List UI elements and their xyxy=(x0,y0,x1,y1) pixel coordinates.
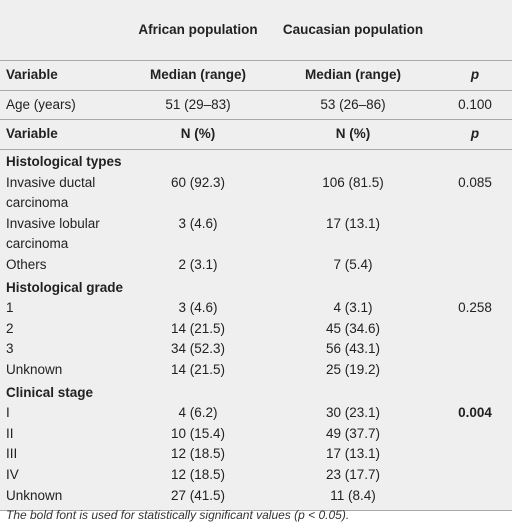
section-heading: Histological types xyxy=(6,154,122,169)
table-cell: IV xyxy=(6,466,19,482)
table-cell: 60 (92.3) xyxy=(170,174,226,190)
table-row: Others 2 (3.1) 7 (5.4) xyxy=(0,255,512,276)
table-cell xyxy=(438,319,512,340)
table-row: III 12 (18.5) 17 (13.1) xyxy=(0,444,512,465)
table-row: 3 34 (52.3) 56 (43.1) xyxy=(0,339,512,360)
table-row: Invasive lobular carcinoma 3 (4.6) 17 (13.… xyxy=(0,214,512,255)
table-cell xyxy=(0,0,128,61)
table-row: 2 14 (21.5) 45 (34.6) xyxy=(0,319,512,340)
table-cell: Unknown xyxy=(0,485,128,512)
table-cell: Median (range) xyxy=(128,60,268,91)
table-cell xyxy=(438,339,512,360)
table-cell: 0.100 xyxy=(438,90,512,120)
table-cell: Variable xyxy=(0,60,128,91)
table-cell xyxy=(438,465,512,486)
table-cell: 3 (4.6) xyxy=(178,215,218,231)
table-cell: 3 (4.6) xyxy=(178,300,218,316)
table-cell: 1 xyxy=(6,300,14,316)
table-cell: 56 (43.1) xyxy=(325,341,381,357)
table-cell xyxy=(438,485,512,512)
table-cell: 30 (23.1) xyxy=(325,405,381,421)
table-cell: p xyxy=(438,60,512,91)
table-cell: Median (range) xyxy=(268,60,438,91)
table-row: Invasive ductal carcinoma 60 (92.3) 106 (8… xyxy=(0,173,512,214)
table-cell: I xyxy=(6,405,10,421)
table-cell: 4 (6.2) xyxy=(178,405,218,421)
table-cell: Age (years) xyxy=(0,90,128,120)
table-cell: 51 (29–83) xyxy=(128,90,268,120)
table-cell: II xyxy=(6,425,14,441)
table-body: African population Caucasian population Va… xyxy=(0,0,512,512)
table-cell: 53 (26–86) xyxy=(268,90,438,120)
table-cell: 17 (13.1) xyxy=(325,215,381,231)
table-cell: 12 (18.5) xyxy=(170,466,226,482)
table-cell: 14 (21.5) xyxy=(170,361,226,377)
table-cell: 49 (37.7) xyxy=(325,425,381,441)
table-cell: 27 (41.5) xyxy=(128,485,268,512)
table-cell: 0.085 xyxy=(458,174,492,190)
table-cell: African population xyxy=(128,0,268,61)
table-row: Variable Median (range) Median (range) p xyxy=(0,60,512,91)
table-row: Unknown 27 (41.5) 11 (8.4) xyxy=(0,485,512,512)
table-cell xyxy=(438,214,512,255)
table-cell: Invasive lobular carcinoma xyxy=(6,215,100,252)
table-cell: 106 (81.5) xyxy=(322,174,384,190)
table-cell xyxy=(438,424,512,445)
table-cell: N (%) xyxy=(268,119,438,150)
table-cell: Others xyxy=(6,256,47,272)
table-cell: 0.004 xyxy=(458,405,492,421)
table-cell: 23 (17.7) xyxy=(325,466,381,482)
table-row: Clinical stage xyxy=(0,381,512,404)
table-row: African population Caucasian population xyxy=(0,0,512,61)
table-row: II 10 (15.4) 49 (37.7) xyxy=(0,424,512,445)
table-cell: 25 (19.2) xyxy=(325,361,381,377)
table-cell: Invasive ductal carcinoma xyxy=(6,174,96,211)
table-row: IV 12 (18.5) 23 (17.7) xyxy=(0,465,512,486)
table-cell: 34 (52.3) xyxy=(170,341,226,357)
table-cell xyxy=(438,444,512,465)
table-row: I 4 (6.2) 30 (23.1) 0.004 xyxy=(0,403,512,424)
table-cell: 12 (18.5) xyxy=(170,446,226,462)
table-cell: 17 (13.1) xyxy=(325,446,381,462)
table-cell: 4 (3.1) xyxy=(333,300,373,316)
table-cell: N (%) xyxy=(128,119,268,150)
table-row: 1 3 (4.6) 4 (3.1) 0.258 xyxy=(0,298,512,319)
table-row: Unknown 14 (21.5) 25 (19.2) xyxy=(0,360,512,381)
footnote: The bold font is used for statistically … xyxy=(6,508,350,522)
table-row: Age (years) 51 (29–83) 53 (26–86) 0.100 xyxy=(0,90,512,120)
table-cell: 3 xyxy=(6,341,14,357)
table-cell: III xyxy=(6,446,18,462)
table-cell xyxy=(438,255,512,276)
table-row: Histological types xyxy=(0,150,512,173)
table-cell: 10 (15.4) xyxy=(170,425,226,441)
table-cell: 11 (8.4) xyxy=(268,485,438,512)
table-row: Variable N (%) N (%) p xyxy=(0,119,512,150)
table-cell: Caucasian population xyxy=(268,0,438,61)
table-cell: Unknown xyxy=(6,361,63,377)
table-cell: p xyxy=(438,119,512,150)
table-row: Histological grade xyxy=(0,276,512,299)
table-cell xyxy=(438,360,512,381)
section-heading: Clinical stage xyxy=(6,384,94,400)
data-table: African population Caucasian population Va… xyxy=(0,0,512,512)
table-cell: 2 xyxy=(6,320,14,336)
table-cell: 7 (5.4) xyxy=(333,256,373,272)
table-cell: 14 (21.5) xyxy=(170,320,226,336)
table-cell: 0.258 xyxy=(458,300,492,316)
table-cell: 45 (34.6) xyxy=(325,320,381,336)
table-cell: 2 (3.1) xyxy=(178,256,218,272)
table-cell: Variable xyxy=(0,119,128,150)
section-heading: Histological grade xyxy=(6,279,124,295)
table-cell xyxy=(438,0,512,61)
